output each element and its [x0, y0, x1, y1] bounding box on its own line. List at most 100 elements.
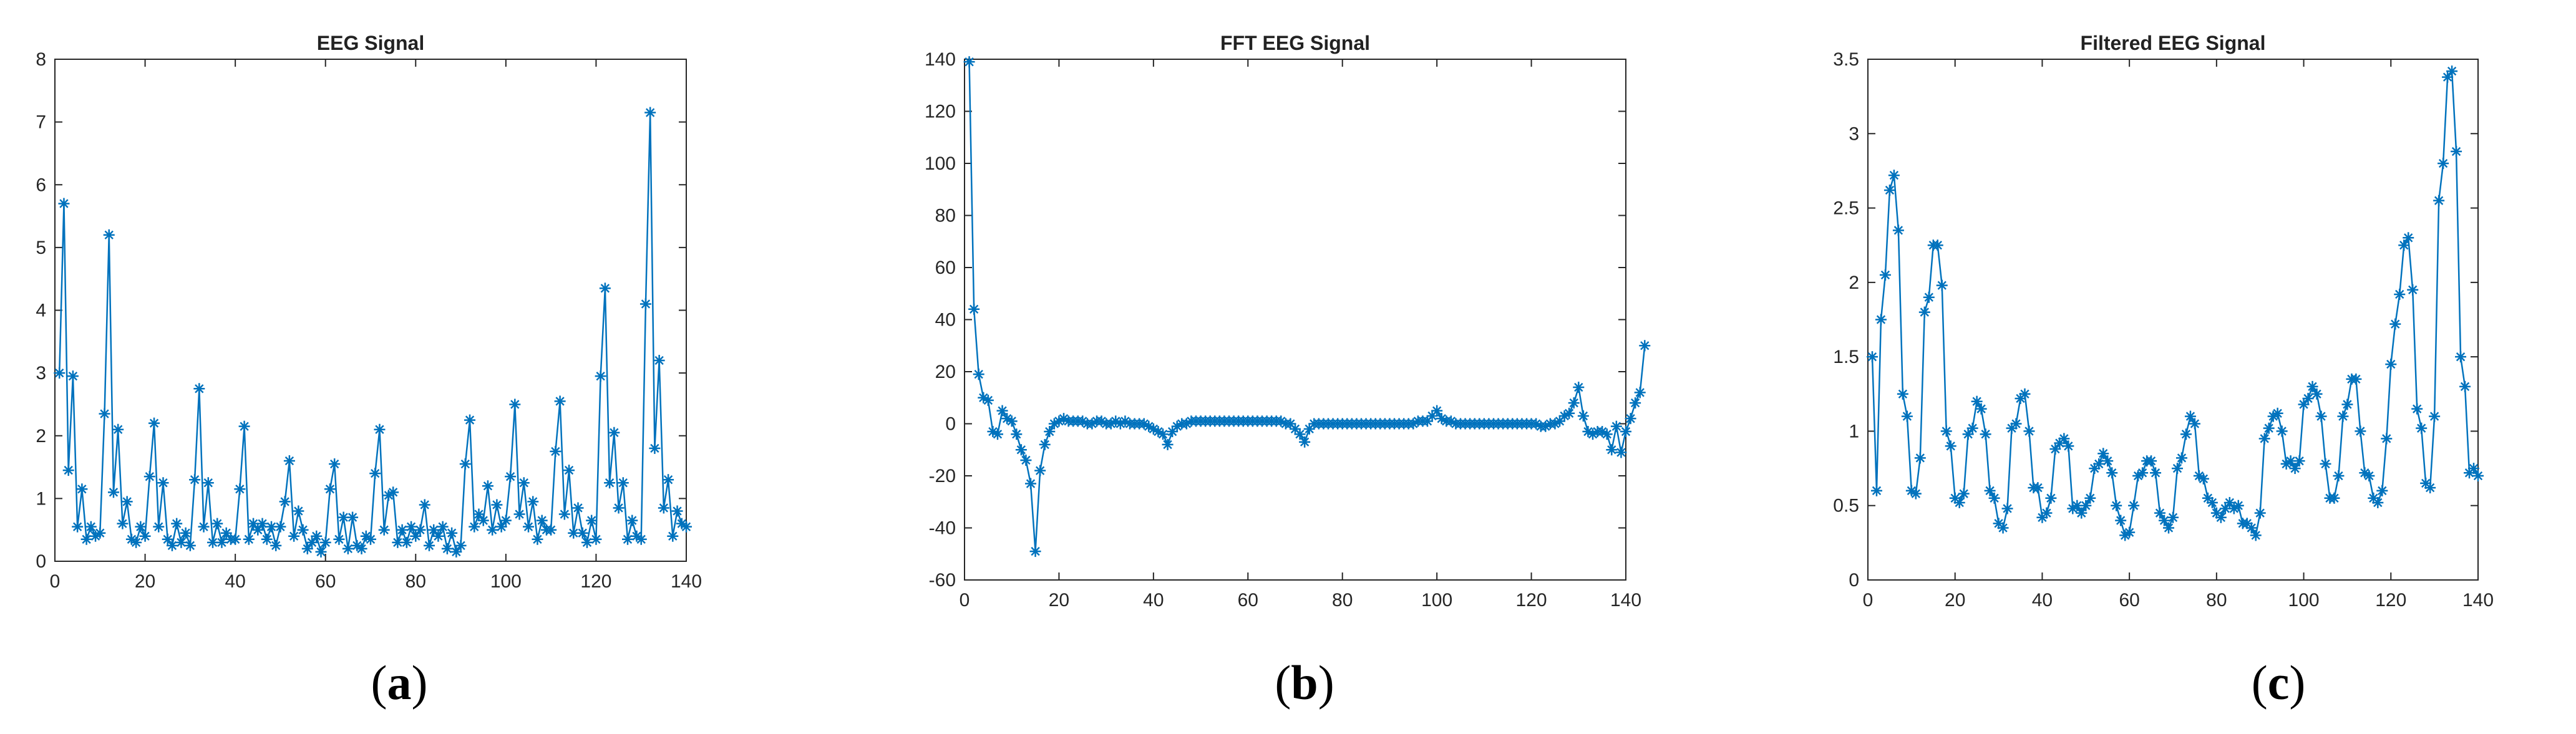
y-tick-label: 3 — [1849, 123, 1859, 144]
data-point — [2289, 463, 2301, 475]
x-tick-label: 20 — [135, 571, 155, 592]
data-point — [365, 533, 376, 545]
y-tick-label: 80 — [935, 206, 956, 226]
data-point — [2115, 514, 2127, 526]
data-point — [2272, 407, 2283, 419]
data-point — [1879, 269, 1891, 281]
data-point — [2063, 440, 2074, 452]
data-point — [2293, 455, 2305, 467]
data-point — [509, 398, 521, 410]
data-point — [275, 521, 286, 533]
data-point — [968, 303, 980, 315]
x-tick-label: 140 — [2462, 590, 2494, 611]
data-point — [2258, 433, 2270, 445]
data-point — [2184, 410, 2196, 422]
data-point — [1980, 428, 1991, 440]
data-point — [2442, 71, 2454, 83]
data-point — [532, 533, 543, 545]
data-point — [613, 502, 625, 514]
y-tick-label: 7 — [36, 112, 46, 133]
x-tick-label: 40 — [2032, 590, 2053, 611]
panel-a-label: (a) — [371, 655, 428, 710]
data-point — [2111, 500, 2122, 511]
data-point — [1157, 428, 1169, 440]
data-point — [667, 530, 679, 542]
data-point — [527, 496, 539, 508]
data-point — [576, 527, 588, 539]
data-point — [473, 508, 485, 520]
data-point — [419, 499, 430, 511]
data-point — [595, 370, 606, 382]
data-point — [121, 496, 133, 508]
data-point — [234, 483, 246, 495]
data-point — [2167, 511, 2179, 523]
data-point — [464, 414, 476, 426]
data-point — [319, 536, 331, 548]
data-point — [2171, 463, 2183, 475]
data-point — [572, 502, 584, 514]
data-point — [139, 530, 151, 542]
data-point — [1953, 496, 1965, 508]
y-tick-label: 3.5 — [1833, 49, 1859, 70]
data-point — [2032, 482, 2044, 494]
data-point — [996, 405, 1008, 417]
data-point — [523, 521, 534, 533]
data-point — [94, 527, 106, 539]
data-point — [1601, 428, 1613, 440]
data-point — [58, 198, 70, 210]
y-tick-label: 6 — [36, 175, 46, 195]
y-tick-label: 20 — [935, 362, 956, 382]
data-point — [558, 508, 570, 520]
data-point — [369, 468, 381, 480]
data-point — [198, 521, 210, 533]
data-point — [2455, 351, 2467, 363]
data-point — [85, 521, 97, 533]
y-tick-label: -40 — [929, 518, 956, 539]
x-tick-label: 0 — [960, 590, 970, 611]
data-point — [1610, 420, 1622, 432]
data-point — [495, 521, 507, 533]
data-point — [2023, 425, 2035, 437]
data-point — [243, 533, 255, 545]
data-point — [663, 474, 674, 486]
data-point — [261, 533, 273, 545]
data-point — [500, 514, 512, 526]
data-point — [171, 518, 183, 529]
data-point — [581, 536, 593, 548]
data-point — [80, 533, 92, 545]
data-point — [62, 465, 74, 476]
data-point — [2154, 507, 2166, 519]
data-point — [1870, 485, 1882, 496]
data-point — [342, 543, 354, 554]
chart-filtered-eeg-signal: Filtered EEG Signal 0 20 40 60 80 100 120 140 0 0.… — [1833, 32, 2494, 611]
data-point — [2315, 410, 2327, 422]
data-point — [2276, 425, 2288, 437]
data-point — [1577, 410, 1589, 422]
y-tick-label: 1 — [36, 488, 46, 509]
data-point — [153, 521, 165, 533]
y-tick-label: 1.5 — [1833, 347, 1859, 367]
x-tick-label: 100 — [490, 571, 522, 592]
data-point — [2045, 492, 2057, 504]
data-point — [446, 527, 458, 539]
data-point — [1568, 397, 1580, 409]
data-point — [2245, 522, 2257, 534]
y-tick-label: 8 — [36, 49, 46, 70]
data-point — [617, 477, 629, 489]
data-point — [315, 546, 327, 558]
x-tick-label: 60 — [2119, 590, 2139, 611]
data-point — [681, 521, 692, 533]
data-point — [1034, 465, 1046, 476]
data-point — [306, 536, 318, 548]
data-point — [1975, 403, 1987, 415]
panel-b: FFT EEG Signal 0 20 40 60 80 100 120 140 -60 -40 -2… — [858, 0, 1717, 734]
x-tick-label: 80 — [2206, 590, 2227, 611]
data-point — [333, 533, 345, 545]
data-point — [1020, 454, 1032, 466]
data-point — [2407, 284, 2419, 296]
data-point — [283, 455, 295, 466]
data-point — [2080, 500, 2092, 511]
data-point — [459, 458, 471, 470]
data-point — [2341, 398, 2353, 410]
x-tick-label: 120 — [1516, 590, 1547, 611]
